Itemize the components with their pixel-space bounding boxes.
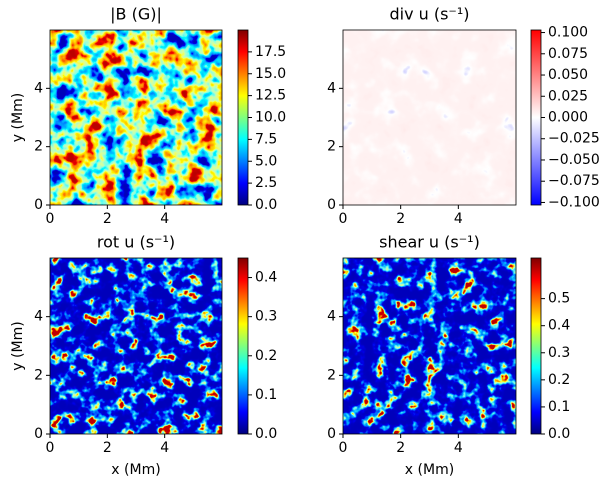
x-tick-label: 2 xyxy=(103,440,112,456)
heatmap-image xyxy=(50,258,222,434)
colorbar-tick-label: 2.5 xyxy=(255,175,277,191)
colorbar-tick-label: 12.5 xyxy=(255,88,286,104)
y-tick-label: 2 xyxy=(327,139,336,155)
x-tick-label: 2 xyxy=(103,211,112,227)
plot-frame xyxy=(49,257,223,435)
x-tick-label: 4 xyxy=(454,211,463,227)
colorbar-tick-label: 0.000 xyxy=(548,110,588,126)
colorbar-tick-label: −0.050 xyxy=(548,152,600,168)
colorbar-tick-label: 0.5 xyxy=(548,291,570,307)
x-tick-label: 2 xyxy=(396,211,405,227)
y-tick-label: 0 xyxy=(34,197,43,213)
y-axis-label: y (Mm) xyxy=(10,321,26,370)
y-tick-label: 4 xyxy=(327,80,336,96)
colorbar-tick-label: 0.3 xyxy=(548,345,570,361)
colorbar-tick-label: 0.4 xyxy=(548,318,570,334)
y-tick-label: 4 xyxy=(34,309,43,325)
x-tick-label: 0 xyxy=(339,211,348,227)
panel-title: shear u (s⁻¹) xyxy=(379,233,480,252)
colorbar-tick-label: 0.1 xyxy=(255,387,277,403)
colorbar-tick-label: 0.2 xyxy=(255,348,277,364)
plot-frame xyxy=(49,29,223,206)
panel-title: div u (s⁻¹) xyxy=(389,5,469,24)
plot-frame xyxy=(342,29,517,206)
colorbar-tick-label: −0.100 xyxy=(548,194,600,210)
colorbar-tick-label: 0.2 xyxy=(548,372,570,388)
colorbar-tick-label: 0.025 xyxy=(548,88,588,104)
heatmap-image xyxy=(343,30,516,205)
y-axis-label: y (Mm) xyxy=(10,93,26,142)
x-tick-label: 2 xyxy=(396,440,405,456)
plot-frame xyxy=(342,257,517,435)
y-tick-label: 2 xyxy=(327,367,336,383)
panel-title: |B (G)| xyxy=(110,5,162,24)
colorbar-tick-label: 17.5 xyxy=(255,44,286,60)
colorbar-tick-label: 15.0 xyxy=(255,66,286,82)
colorbar-tick-label: 0.0 xyxy=(255,197,277,213)
colorbar-tick-label: 0.0 xyxy=(255,426,277,442)
colorbar-tick-label: 10.0 xyxy=(255,110,286,126)
y-tick-label: 0 xyxy=(34,426,43,442)
y-tick-label: 4 xyxy=(34,80,43,96)
y-tick-label: 2 xyxy=(34,139,43,155)
y-tick-label: 2 xyxy=(34,367,43,383)
x-tick-label: 0 xyxy=(46,211,55,227)
colorbar-tick-label: 7.5 xyxy=(255,131,277,147)
colorbar-tick-label: −0.025 xyxy=(548,131,600,147)
x-tick-label: 0 xyxy=(339,440,348,456)
colorbar-tick-label: −0.075 xyxy=(548,173,600,189)
colorbar-tick-label: 0.0 xyxy=(548,426,570,442)
x-tick-label: 4 xyxy=(454,440,463,456)
heatmap-image xyxy=(343,258,516,434)
colorbar xyxy=(237,257,249,435)
colorbar-tick-label: 0.050 xyxy=(548,67,588,83)
colorbar-tick-label: 0.4 xyxy=(255,270,277,286)
x-tick-label: 4 xyxy=(160,211,169,227)
colorbar-tick-label: 0.1 xyxy=(548,399,570,415)
colorbar-tick-label: 5.0 xyxy=(255,153,277,169)
colorbar-tick-label: 0.075 xyxy=(548,46,588,62)
colorbar xyxy=(530,29,542,206)
y-tick-label: 0 xyxy=(327,426,336,442)
y-tick-label: 0 xyxy=(327,197,336,213)
y-tick-label: 4 xyxy=(327,309,336,325)
colorbar xyxy=(530,257,542,435)
x-tick-label: 4 xyxy=(160,440,169,456)
colorbar-tick-label: 0.3 xyxy=(255,309,277,325)
heatmap-image xyxy=(50,30,222,205)
colorbar xyxy=(237,29,249,206)
panel-title: rot u (s⁻¹) xyxy=(97,233,175,252)
x-axis-label: x (Mm) xyxy=(111,462,160,478)
x-tick-label: 0 xyxy=(46,440,55,456)
colorbar-tick-label: 0.100 xyxy=(548,25,588,41)
x-axis-label: x (Mm) xyxy=(405,462,454,478)
